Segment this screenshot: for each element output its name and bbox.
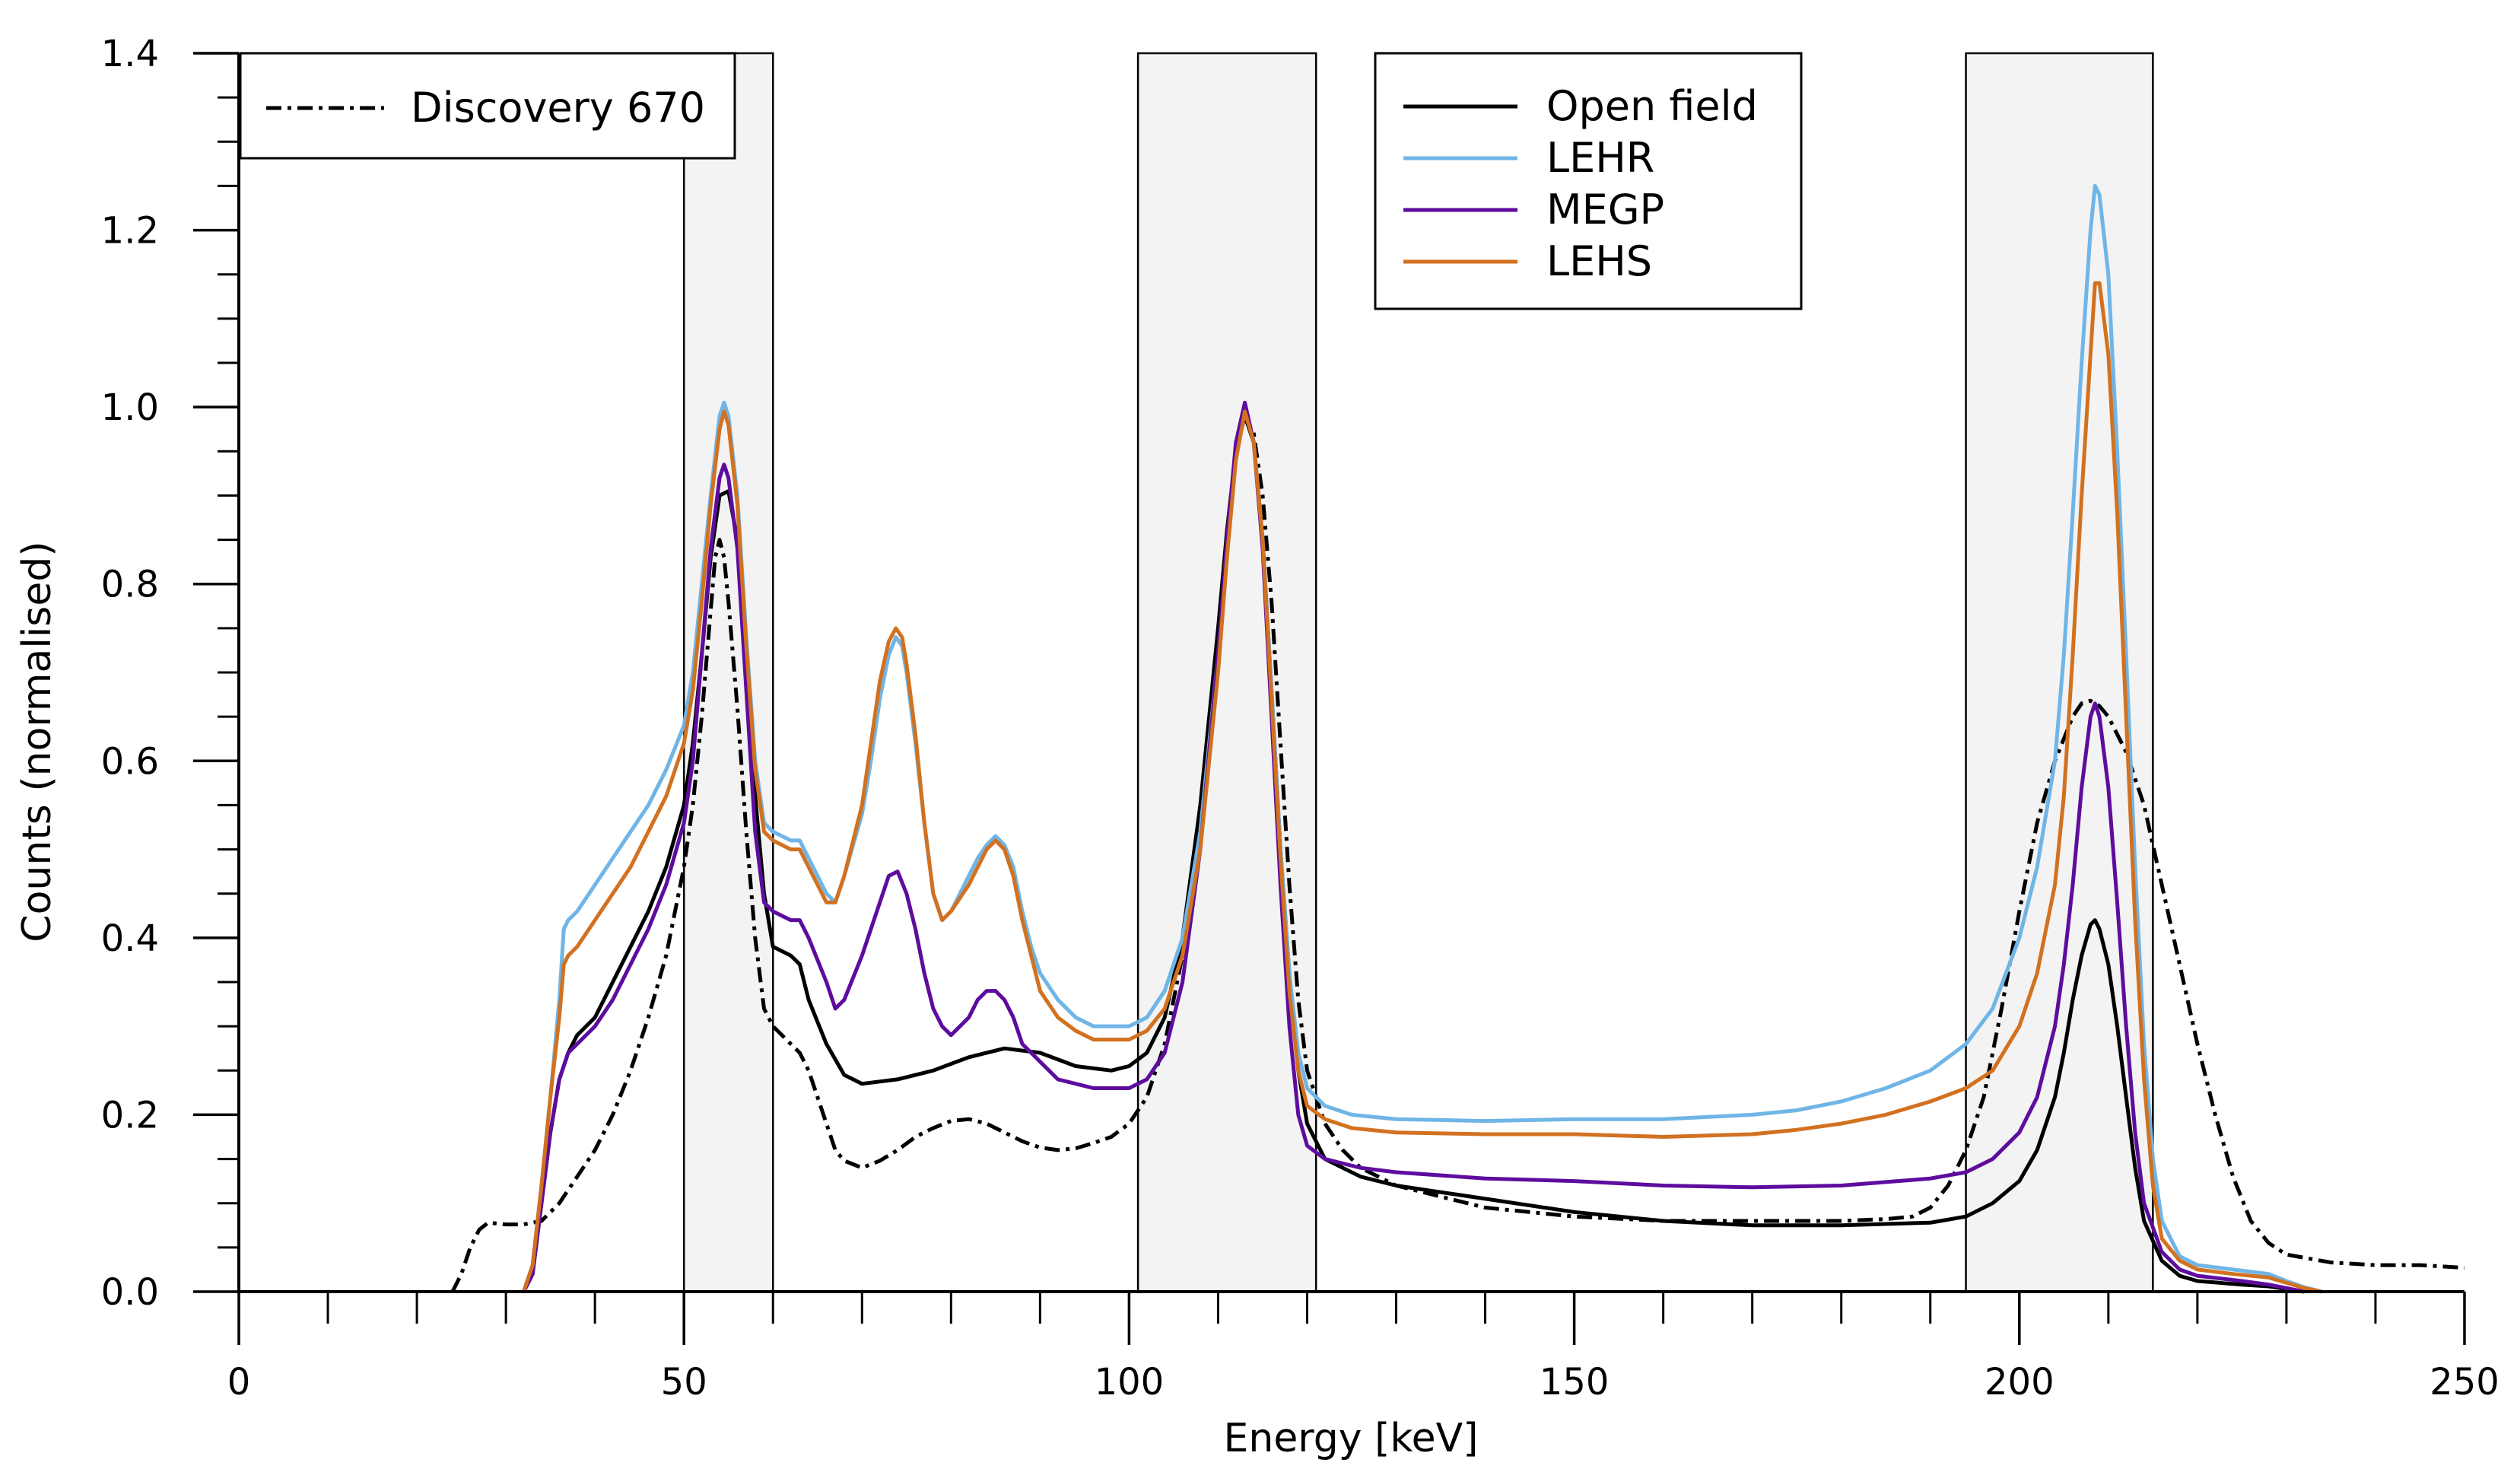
x-tick-label: 50 bbox=[661, 1361, 707, 1403]
series-layer bbox=[450, 183, 2465, 1294]
x-tick-label: 250 bbox=[2429, 1361, 2499, 1403]
legend-discovery-box bbox=[239, 52, 736, 160]
legend-label-lehr: LEHR bbox=[1546, 134, 1654, 182]
legend-collimators-box bbox=[1374, 52, 1803, 310]
legend-label-discovery-670: Discovery 670 bbox=[411, 84, 705, 132]
energy-windows bbox=[682, 52, 2154, 1293]
y-tick-label: 0.0 bbox=[101, 1271, 159, 1314]
series-line-lehr bbox=[522, 183, 2323, 1294]
legend-collimators: Open field LEHR MEGP LEHS bbox=[1374, 52, 1803, 310]
y-tick-label: 1.4 bbox=[101, 33, 159, 75]
energy-window-1 bbox=[682, 52, 774, 1293]
x-axis-title: Energy [keV] bbox=[1224, 1416, 1479, 1461]
y-tick-label: 0.8 bbox=[101, 564, 159, 606]
series-line-discovery-670 bbox=[450, 414, 2465, 1293]
y-axis-title: Counts (normalised) bbox=[14, 541, 60, 942]
axes: 0 50 100 150 200 250 0.0 0.2 0.4 0.6 0.8 1.0 1.2 1.4 bbox=[101, 33, 2499, 1403]
x-tick-label: 150 bbox=[1540, 1361, 1610, 1403]
series-line-lehs bbox=[522, 281, 2323, 1294]
legend-label-open-field: Open field bbox=[1546, 82, 1758, 130]
x-tick-label: 200 bbox=[1985, 1361, 2054, 1403]
legend-discovery: Discovery 670 bbox=[239, 52, 736, 160]
x-tick-label: 0 bbox=[227, 1361, 251, 1403]
y-tick-label: 0.2 bbox=[101, 1094, 159, 1136]
y-tick-label: 0.6 bbox=[101, 740, 159, 783]
energy-window-3 bbox=[1965, 52, 2154, 1293]
y-tick-label: 0.4 bbox=[101, 917, 159, 960]
series-line-megp bbox=[522, 400, 2305, 1294]
legend-label-megp: MEGP bbox=[1546, 186, 1664, 234]
energy-window-2 bbox=[1136, 52, 1317, 1293]
y-tick-label: 1.2 bbox=[101, 210, 159, 253]
legend-label-lehs: LEHS bbox=[1546, 237, 1652, 285]
x-tick-label: 100 bbox=[1095, 1361, 1165, 1403]
y-tick-label: 1.0 bbox=[101, 386, 159, 429]
